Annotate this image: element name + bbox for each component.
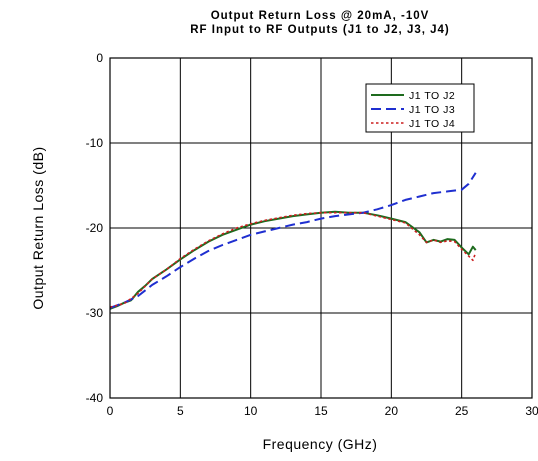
y-tick-label: -30 (86, 306, 104, 320)
x-tick-label: 25 (455, 404, 469, 418)
series-line-1 (109, 210, 477, 310)
legend-label-2: J1 TO J3 (409, 104, 455, 116)
y-tick-label: -40 (86, 391, 104, 405)
series-line-2 (109, 172, 477, 309)
x-tick-label: 5 (177, 404, 184, 418)
x-axis-label: Frequency (GHz) (263, 436, 378, 452)
x-tick-label: 30 (525, 404, 538, 418)
y-tick-label: -20 (86, 221, 104, 235)
x-tick-label: 0 (107, 404, 114, 418)
series-layer (109, 172, 477, 310)
plot-frame (109, 57, 533, 399)
legend-box (365, 83, 475, 133)
x-tick-label: 15 (314, 404, 328, 418)
y-tick-label: 0 (96, 51, 103, 65)
legend-label-3: J1 TO J4 (409, 118, 455, 130)
legend-label-1: J1 TO J2 (409, 90, 455, 102)
x-tick-label: 10 (244, 404, 258, 418)
x-tick-labels: 0 5 10 15 20 25 30 (107, 404, 538, 418)
chart-title: Output Return Loss @ 20mA, -10V (211, 10, 430, 22)
y-tick-labels: 0 -10 -20 -30 -40 (86, 51, 104, 405)
y-tick-label: -10 (86, 136, 104, 150)
y-axis-label: Output Return Loss (dB) (30, 146, 46, 309)
series-line-3 (109, 211, 477, 308)
legend: J1 TO J2 J1 TO J3 J1 TO J4 (365, 83, 475, 133)
chart-subtitle: RF Input to RF Outputs (J1 to J2, J3, J4… (190, 24, 450, 36)
x-tick-label: 20 (385, 404, 399, 418)
